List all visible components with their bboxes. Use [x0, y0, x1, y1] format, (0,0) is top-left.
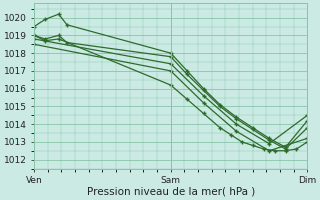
X-axis label: Pression niveau de la mer( hPa ): Pression niveau de la mer( hPa )	[87, 187, 255, 197]
